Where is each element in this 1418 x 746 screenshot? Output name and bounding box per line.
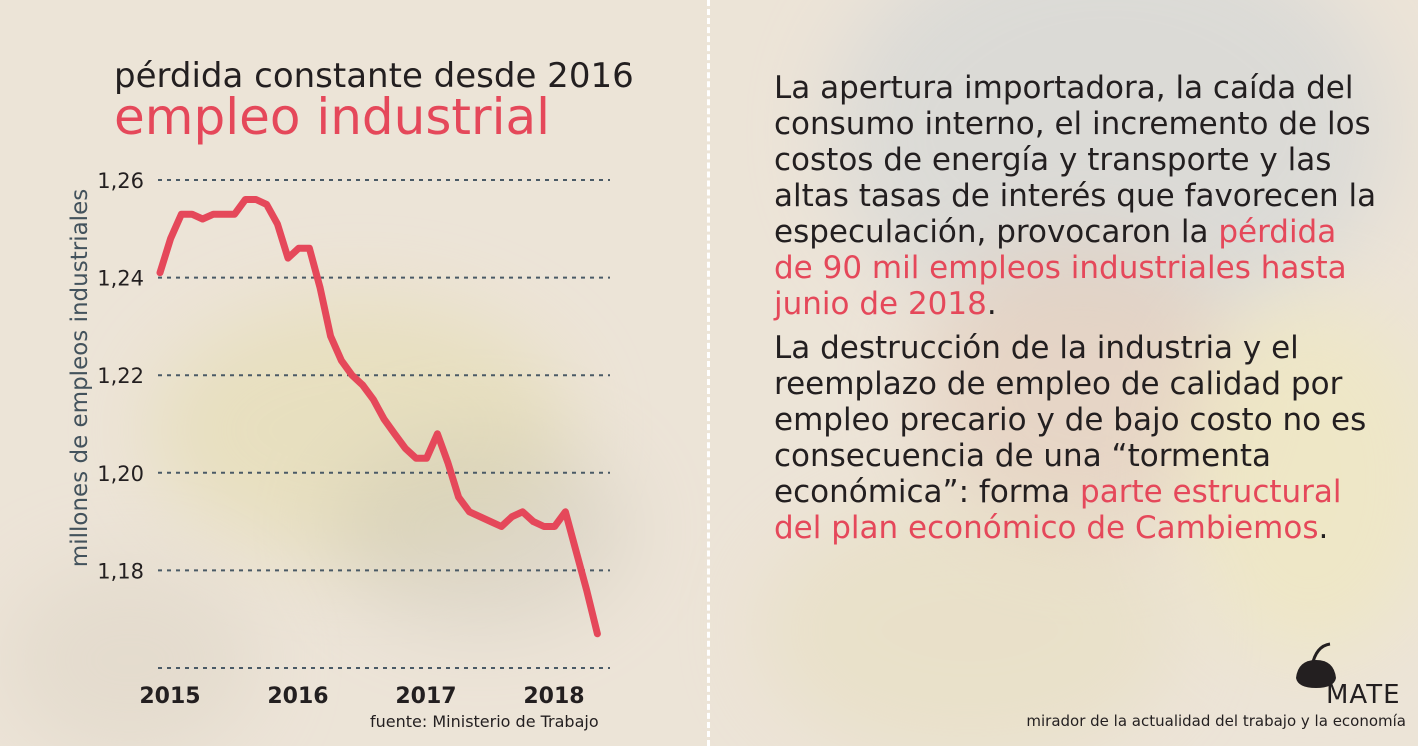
brand-tagline: mirador de la actualidad del trabajo y l… bbox=[1026, 712, 1406, 730]
x-tick-label: 2016 bbox=[267, 684, 328, 709]
paragraph-2-highlight: parte estructural del plan económico de … bbox=[774, 474, 1342, 546]
paragraph-1-highlight: pérdida de 90 mil empleos industriales h… bbox=[774, 214, 1347, 322]
y-tick-label: 1,20 bbox=[97, 462, 144, 486]
brand-logo-text: MATE bbox=[1326, 680, 1401, 710]
paragraph-2: La destrucción de la industria y el reem… bbox=[774, 330, 1384, 546]
x-tick-label: 2017 bbox=[395, 684, 456, 709]
x-tick-label: 2015 bbox=[139, 684, 200, 709]
y-tick-label: 1,22 bbox=[97, 364, 144, 388]
paragraph-1: La apertura importadora, la caída del co… bbox=[774, 70, 1384, 322]
source-note: fuente: Ministerio de Trabajo bbox=[370, 712, 599, 731]
paragraph-2-end: . bbox=[1318, 510, 1329, 546]
y-tick-label: 1,26 bbox=[97, 169, 144, 193]
body-text: La apertura importadora, la caída del co… bbox=[774, 70, 1384, 554]
x-tick-labels: 2015 2016 2017 2018 bbox=[139, 684, 584, 709]
series-layer bbox=[156, 196, 601, 638]
chart-subtitle: pérdida constante desde 2016 bbox=[114, 56, 634, 96]
gridlines bbox=[158, 179, 610, 669]
line-chart: 1,26 1,24 1,22 1,20 1,18 2015 2016 2017 2018 mi… bbox=[67, 169, 610, 709]
paragraph-1-text: La apertura importadora, la caída del co… bbox=[774, 70, 1377, 250]
y-tick-label: 1,18 bbox=[97, 559, 144, 583]
y-tick-label: 1,24 bbox=[97, 267, 144, 291]
paragraph-1-end: . bbox=[986, 286, 997, 322]
x-tick-label: 2018 bbox=[523, 684, 584, 709]
y-tick-labels: 1,26 1,24 1,22 1,20 1,18 bbox=[97, 169, 144, 583]
mate-gourd-icon bbox=[1296, 642, 1336, 688]
chart-title: empleo industrial bbox=[114, 88, 550, 146]
series-line-empleo bbox=[156, 196, 601, 638]
paragraph-2-text: La destrucción de la industria y el reem… bbox=[774, 330, 1367, 510]
y-axis-label: millones de empleos industriales bbox=[67, 189, 93, 567]
panel-divider bbox=[707, 0, 710, 746]
